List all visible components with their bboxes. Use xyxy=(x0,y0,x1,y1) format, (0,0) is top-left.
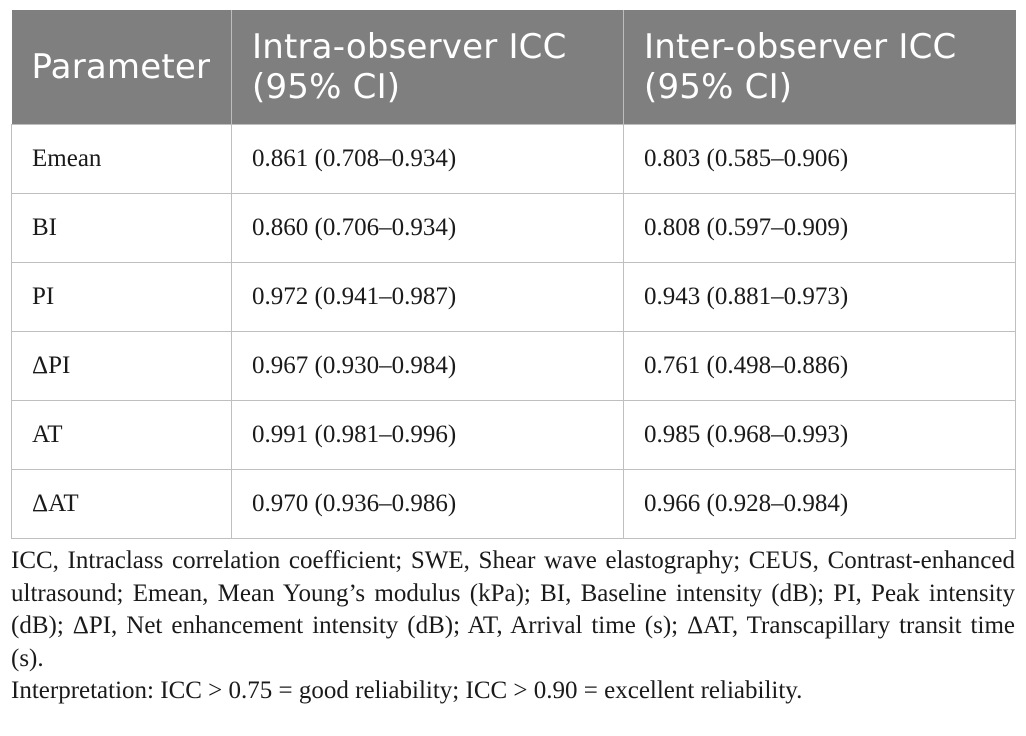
header-parameter: Parameter xyxy=(11,10,232,124)
cell-intra-icc: 0.972 (0.941–0.987) xyxy=(231,261,624,332)
cell-inter-icc: 0.803 (0.585–0.906) xyxy=(623,123,1016,194)
cell-intra-icc: 0.991 (0.981–0.996) xyxy=(231,399,624,470)
cell-inter-icc: 0.761 (0.498–0.886) xyxy=(623,330,1016,401)
table-row: PI 0.972 (0.941–0.987) 0.943 (0.881–0.97… xyxy=(11,261,1016,332)
cell-inter-icc: 0.985 (0.968–0.993) xyxy=(623,399,1016,470)
cell-parameter: ΔAT xyxy=(11,468,232,539)
cell-parameter: Emean xyxy=(11,123,232,194)
header-inter-observer: Inter-observer ICC (95% CI) xyxy=(623,10,1016,124)
table-row: Emean 0.861 (0.708–0.934) 0.803 (0.585–0… xyxy=(11,123,1016,194)
cell-parameter: PI xyxy=(11,261,232,332)
header-intra-observer: Intra-observer ICC (95% CI) xyxy=(231,10,624,124)
header-intra-line1: Intra-observer ICC xyxy=(252,26,567,67)
footnote-interpretation: Interpretation: ICC > 0.75 = good reliab… xyxy=(11,677,803,704)
table-row: AT 0.991 (0.981–0.996) 0.985 (0.968–0.99… xyxy=(11,399,1016,470)
cell-parameter: AT xyxy=(11,399,232,470)
cell-intra-icc: 0.970 (0.936–0.986) xyxy=(231,468,624,539)
cell-intra-icc: 0.967 (0.930–0.984) xyxy=(231,330,624,401)
cell-inter-icc: 0.943 (0.881–0.973) xyxy=(623,261,1016,332)
header-intra-line2: (95% CI) xyxy=(252,66,401,107)
cell-parameter: BI xyxy=(11,192,232,263)
header-parameter-text: Parameter xyxy=(31,46,211,87)
table-row: ΔAT 0.970 (0.936–0.986) 0.966 (0.928–0.9… xyxy=(11,468,1016,539)
cell-parameter: ΔPI xyxy=(11,330,232,401)
table-container: Parameter Intra-observer ICC (95% CI) In… xyxy=(11,10,1016,539)
table-footnotes: ICC, Intraclass correlation coefficient;… xyxy=(11,545,1015,708)
icc-table: Parameter Intra-observer ICC (95% CI) In… xyxy=(11,10,1016,539)
header-inter-line1: Inter-observer ICC xyxy=(644,26,957,67)
table-header-row: Parameter Intra-observer ICC (95% CI) In… xyxy=(11,10,1016,124)
cell-intra-icc: 0.860 (0.706–0.934) xyxy=(231,192,624,263)
cell-inter-icc: 0.966 (0.928–0.984) xyxy=(623,468,1016,539)
header-inter-line2: (95% CI) xyxy=(644,66,793,107)
table-row: ΔPI 0.967 (0.930–0.984) 0.761 (0.498–0.8… xyxy=(11,330,1016,401)
footnote-abbreviations: ICC, Intraclass correlation coefficient;… xyxy=(11,547,1015,672)
cell-inter-icc: 0.808 (0.597–0.909) xyxy=(623,192,1016,263)
cell-intra-icc: 0.861 (0.708–0.934) xyxy=(231,123,624,194)
table-row: BI 0.860 (0.706–0.934) 0.808 (0.597–0.90… xyxy=(11,192,1016,263)
